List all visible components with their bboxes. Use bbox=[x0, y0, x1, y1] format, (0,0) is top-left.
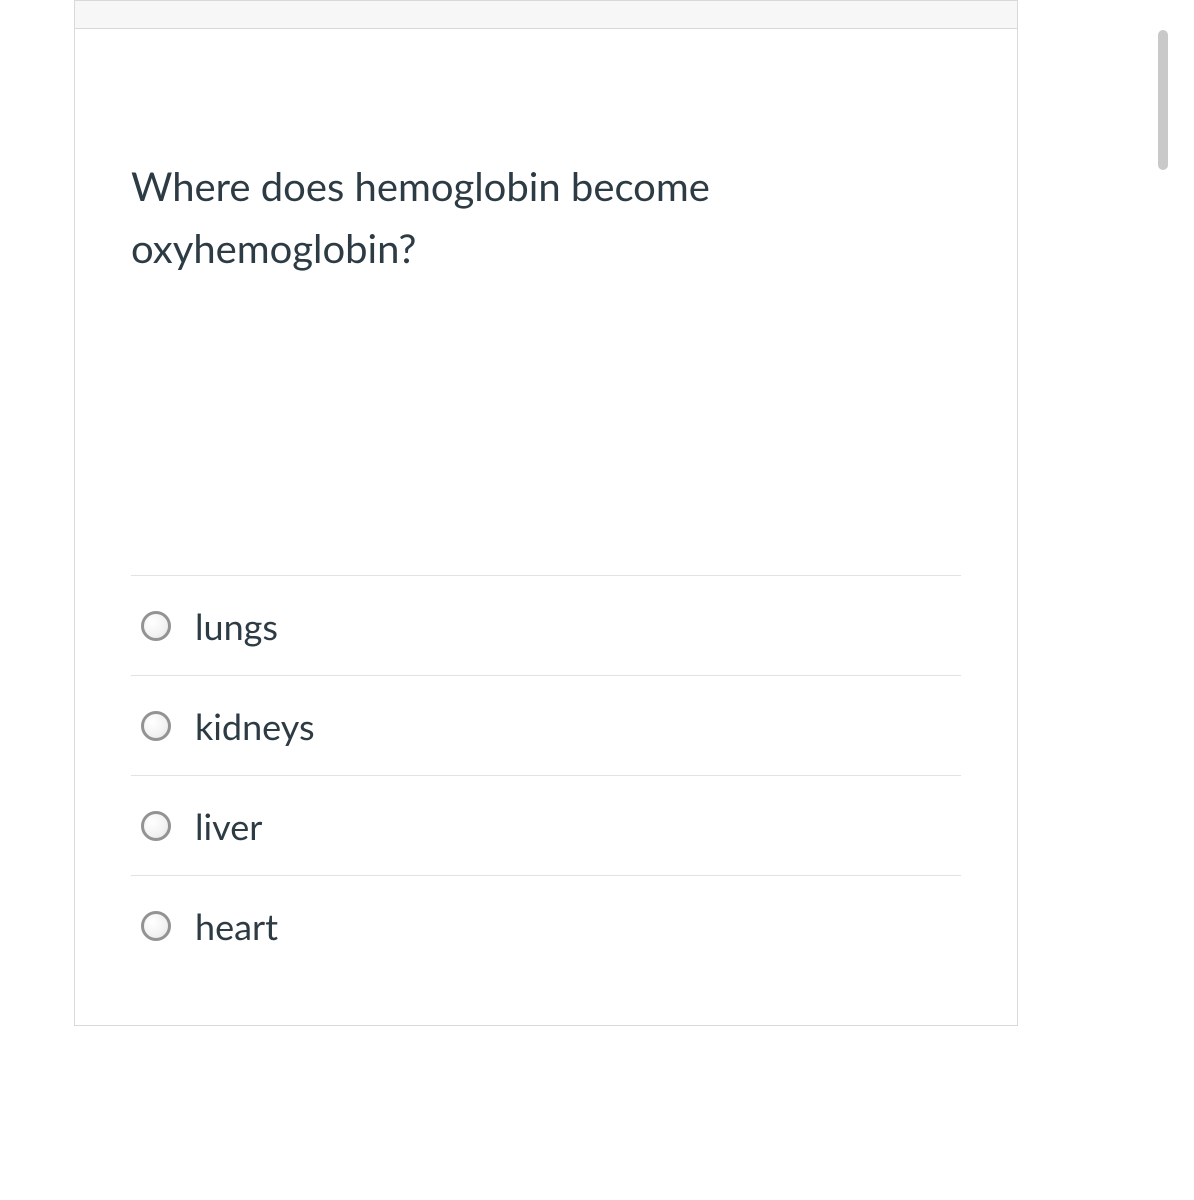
question-area: Where does hemoglobin become oxyhemoglob… bbox=[75, 29, 1017, 976]
options-list: lungs kidneys liver heart bbox=[131, 575, 961, 976]
scrollbar-thumb[interactable] bbox=[1158, 30, 1168, 170]
radio-icon[interactable] bbox=[141, 611, 171, 641]
card-header-strip bbox=[75, 1, 1017, 29]
option-row-kidneys[interactable]: kidneys bbox=[131, 676, 961, 776]
quiz-card: Where does hemoglobin become oxyhemoglob… bbox=[74, 0, 1018, 1026]
option-label: lungs bbox=[195, 604, 278, 648]
option-label: liver bbox=[195, 804, 262, 848]
option-row-lungs[interactable]: lungs bbox=[131, 576, 961, 676]
option-row-liver[interactable]: liver bbox=[131, 776, 961, 876]
option-label: kidneys bbox=[195, 704, 315, 748]
option-label: heart bbox=[195, 904, 278, 948]
radio-icon[interactable] bbox=[141, 911, 171, 941]
radio-icon[interactable] bbox=[141, 711, 171, 741]
question-text: Where does hemoglobin become oxyhemoglob… bbox=[131, 155, 961, 279]
radio-icon[interactable] bbox=[141, 811, 171, 841]
option-row-heart[interactable]: heart bbox=[131, 876, 961, 976]
